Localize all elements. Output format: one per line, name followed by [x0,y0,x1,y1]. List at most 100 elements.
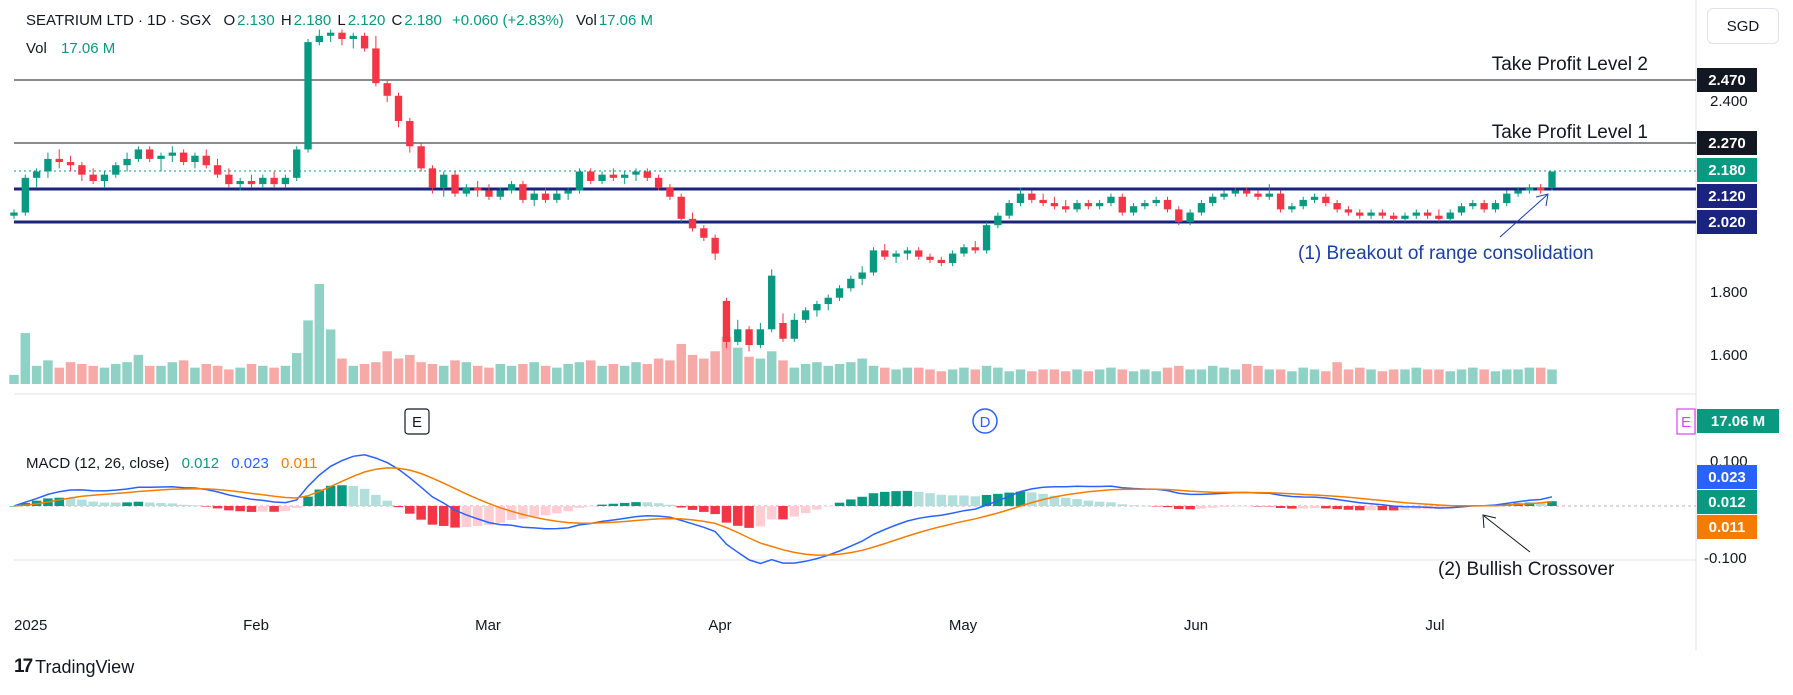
candle-body [1469,203,1477,207]
candle [926,253,934,264]
macd-hist-bar [1196,506,1207,509]
macd-hist-bar [925,493,935,506]
candle [1446,209,1454,222]
macd-hist-bar [484,506,494,525]
macd-hist-bar [970,496,980,506]
tradingview-logo[interactable]: 17 TradingView [14,656,134,678]
macd-legend[interactable]: MACD (12, 26, close) 0.012 0.023 0.011 [26,455,319,472]
macd-hist-bar [1309,506,1320,509]
candle-body [1209,196,1217,204]
macd-hist-bar [800,506,811,514]
tag-hist-value: 0.012 [1708,494,1746,511]
macd-hist-bar [1388,506,1399,511]
macd-hist-bar [1535,502,1546,506]
volume-bar [1241,364,1252,384]
vol-value: 17.06 M [598,12,654,29]
candle [587,168,595,185]
candle-body [326,32,335,36]
price-tick-1600: 1.600 [1710,347,1748,364]
high-value: 2.180 [293,12,332,29]
volume-bar [1343,369,1354,384]
tag-range-bottom: 2.020 [1697,210,1757,234]
candle-body [1344,209,1353,213]
volume-bar [993,367,1003,384]
macd-hist-bar [1275,506,1286,508]
macd-hist-bar [88,501,98,506]
candle-body [881,250,889,257]
candle [451,171,459,197]
candle-body [112,165,120,175]
tradingview-logo-text: TradingView [35,656,135,677]
take-profit-2-label: Take Profit Level 2 [1492,54,1648,75]
macd-hist-bar [337,485,347,506]
volume-bar [766,351,777,384]
candle [801,307,810,323]
high-label: H [280,12,292,29]
volume-bar [1434,369,1444,384]
volume-bar [1196,369,1207,384]
volume-bar [190,367,200,384]
volume-bar [778,360,788,384]
dividend-marker[interactable]: D [972,408,998,434]
macd-hist-bar [766,506,777,520]
candle-body [643,171,651,178]
volume-bar [970,369,980,384]
time-axis[interactable]: 2025 Feb Mar Apr May Jun Jul [14,617,1445,634]
x-tick-jul: Jul [1425,617,1444,634]
candle-body [1016,193,1025,204]
candle [553,190,561,204]
candle-body [179,152,188,163]
macd-hist-bar [1015,491,1026,506]
candle-body [406,121,414,147]
macd-hist-bar [1377,506,1388,511]
volume-bar [122,362,132,384]
candle [1435,209,1443,222]
candle [1412,209,1420,219]
macd-hist-bar [224,506,234,511]
tag-tp1-value: 2.270 [1708,135,1746,152]
candle [1095,199,1104,210]
volume-bar [857,358,867,384]
volume-bar [291,353,302,384]
macd-hist-bar [959,495,969,506]
candle [202,149,210,169]
volume-bar [1207,365,1218,384]
candle [530,190,538,207]
volume-bar [1072,369,1082,384]
volume-bar [1117,369,1128,384]
volume-bar [65,362,76,384]
macd-hist-bar [1321,506,1331,509]
candle-body [960,247,968,254]
volume-bar [1411,367,1422,384]
candle [892,250,900,264]
volume-bar [891,369,901,384]
candle [779,313,787,342]
candle-body [1152,199,1160,204]
macd-hist-bar [1117,504,1128,506]
earnings-marker[interactable]: E [404,408,430,435]
macd-legend-macd: 0.023 [231,455,269,472]
volume-bar [902,367,913,384]
macd-hist-bar [246,506,257,512]
candle [55,149,63,169]
candle-body [903,250,912,254]
volume-bar [981,365,992,384]
candle [1367,209,1375,219]
earnings-marker-right[interactable]: E [1676,408,1696,435]
candle [598,171,606,185]
currency-button[interactable]: SGD [1707,8,1779,44]
macd-hist-bar [540,506,551,516]
candle-body [813,304,821,311]
volume-bar [1151,371,1161,384]
volume-bar [846,362,856,384]
candle-body [259,177,267,185]
macd-legend-hist: 0.012 [181,455,220,472]
price-axis[interactable]: 2.400 1.800 1.600 0.100 -0.100 2.470 2.2… [1697,68,1779,567]
candle [1491,199,1500,213]
tag-tp2-value: 2.470 [1708,72,1746,89]
candle-body [564,190,572,194]
macd-hist-bar [1151,506,1161,507]
volume-legend[interactable]: Vol 17.06 M [26,40,117,57]
